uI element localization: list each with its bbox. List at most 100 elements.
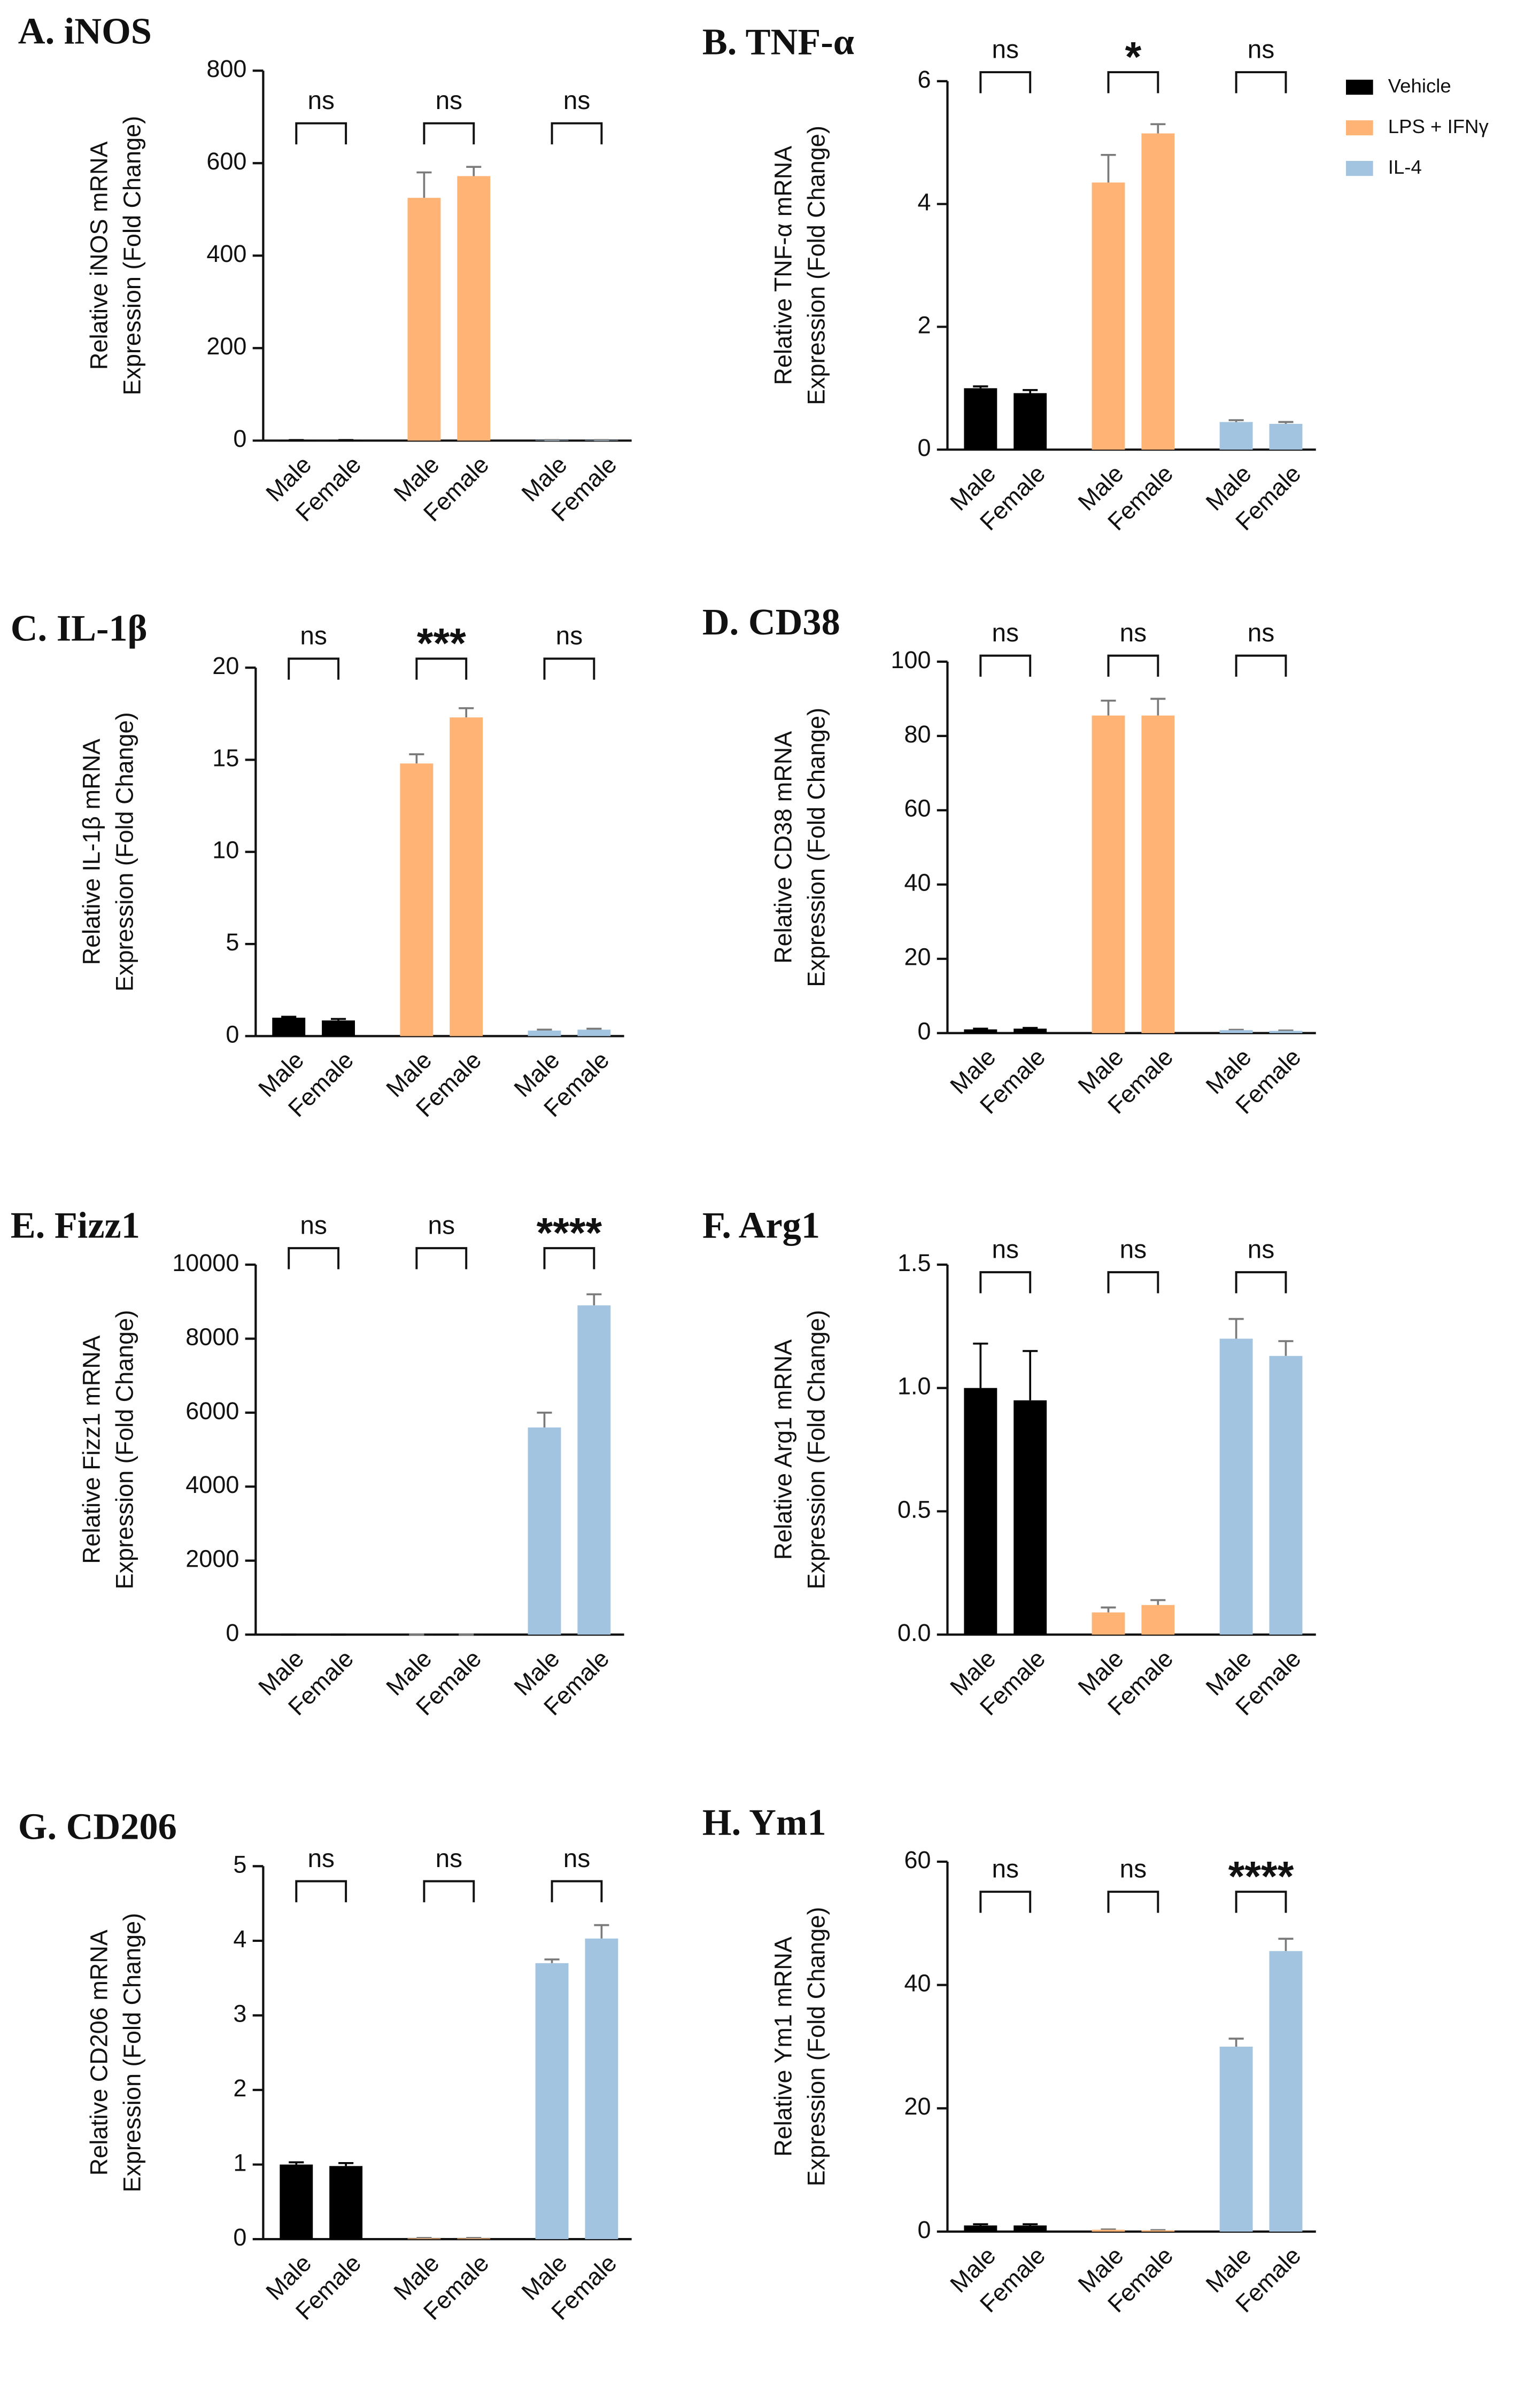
y-tick-label: 0 [233, 425, 246, 452]
bar [1219, 422, 1253, 450]
significance-label: ns [307, 87, 335, 115]
panel-title: F. Arg1 [702, 1204, 820, 1246]
y-tick-label: 4 [233, 1925, 246, 1953]
bar [964, 1029, 997, 1033]
y-axis-label: Relative CD38 mRNA [770, 731, 797, 964]
y-tick-label: 0 [917, 1018, 931, 1045]
panel: F. Arg1 Relative Arg1 mRNA Expression (Fol… [702, 1204, 1316, 1721]
y-tick-label: 10 [212, 837, 239, 864]
legend-swatch [1346, 80, 1373, 95]
significance-bracket [1107, 654, 1159, 677]
significance-label: ns [992, 1855, 1019, 1883]
y-tick-label: 1 [233, 2149, 246, 2176]
y-axis-label: Relative iNOS mRNA [85, 141, 112, 370]
y-axis-label: Expression (Fold Change) [118, 116, 145, 396]
panel-title: G. CD206 [18, 1806, 177, 1848]
bar [535, 1963, 569, 2240]
bar [1269, 1356, 1303, 1635]
y-tick-label: 0.0 [897, 1619, 931, 1646]
significance-label: ns [992, 35, 1019, 64]
panel: A. iNOS Relative iNOS mRNA Expression (Fol… [18, 11, 632, 526]
y-tick-label: 40 [904, 869, 931, 896]
bar [1269, 423, 1303, 450]
bar [1092, 715, 1125, 1033]
y-tick-label: 6000 [185, 1397, 239, 1424]
significance-label: * [1125, 33, 1142, 80]
significance-label: *** [417, 620, 466, 667]
bar [1219, 1030, 1253, 1033]
panel: C. IL-1β Relative IL-1β mRNA Expression (F… [11, 607, 624, 1122]
y-tick-label: 2 [233, 2074, 246, 2102]
bar [329, 2166, 363, 2240]
bar [1141, 133, 1175, 450]
y-axis-label: Expression (Fold Change) [111, 712, 138, 992]
y-tick-label: 400 [206, 240, 246, 267]
significance-bracket [1235, 71, 1287, 94]
bar [1219, 1338, 1253, 1635]
legend-swatch [1346, 120, 1373, 136]
significance-label: ns [563, 1845, 591, 1873]
significance-bracket [979, 1271, 1032, 1294]
significance-label: ns [1120, 619, 1147, 647]
y-tick-label: 2 [917, 311, 931, 338]
significance-label: ns [1120, 1235, 1147, 1264]
y-tick-label: 0 [226, 1619, 239, 1646]
y-tick-label: 60 [904, 795, 931, 822]
y-axis-label: Expression (Fold Change) [802, 1310, 830, 1590]
bar [1013, 1400, 1047, 1635]
panel: B. TNF-α Relative TNF-α mRNA Expression (F… [702, 21, 1489, 536]
significance-label: ns [1248, 35, 1275, 64]
y-tick-label: 1.0 [897, 1373, 931, 1400]
y-tick-label: 60 [904, 1846, 931, 1873]
bar [1269, 1031, 1303, 1033]
significance-bracket [1235, 1891, 1287, 1913]
significance-bracket [415, 1247, 468, 1269]
significance-bracket [288, 657, 340, 680]
significance-label: ns [300, 622, 327, 650]
bar [964, 1388, 997, 1635]
bar [280, 2164, 313, 2240]
bar [1013, 393, 1047, 450]
significance-label: ns [1120, 1855, 1147, 1883]
y-tick-label: 0 [226, 1020, 239, 1048]
panel: E. Fizz1 Relative Fizz1 mRNA Expression (F… [11, 1204, 624, 1721]
panel-title: A. iNOS [18, 11, 152, 52]
y-tick-label: 800 [206, 55, 246, 82]
bar [577, 1029, 611, 1036]
significance-bracket [288, 1247, 340, 1269]
significance-bracket [1107, 1271, 1159, 1294]
bar [1219, 2046, 1253, 2232]
y-axis-label: Expression (Fold Change) [118, 1913, 145, 2193]
bar [585, 1938, 618, 2240]
legend-label: LPS + IFNγ [1388, 115, 1489, 137]
significance-bracket [551, 1880, 603, 1902]
bar [1013, 2225, 1047, 2232]
bar [528, 1427, 561, 1635]
y-axis-label: Relative TNF-α mRNA [770, 146, 797, 385]
bar [272, 1017, 306, 1036]
bar [450, 717, 483, 1036]
y-axis-label: Relative CD206 mRNA [85, 1930, 112, 2175]
significance-label: ns [1248, 619, 1275, 647]
bar [1141, 715, 1175, 1033]
bar [1269, 1951, 1303, 2232]
y-tick-label: 100 [891, 646, 931, 673]
y-axis-label: Expression (Fold Change) [802, 708, 830, 987]
y-tick-label: 80 [904, 721, 931, 748]
panel-title: E. Fizz1 [11, 1204, 140, 1246]
significance-label: **** [537, 1209, 602, 1256]
significance-label: ns [428, 1211, 455, 1240]
significance-label: ns [307, 1845, 335, 1873]
bar [322, 1020, 355, 1036]
significance-bracket [295, 1880, 347, 1902]
panel-title: C. IL-1β [11, 607, 148, 649]
y-tick-label: 15 [212, 744, 239, 771]
significance-bracket [1235, 1271, 1287, 1294]
y-tick-label: 20 [904, 2093, 931, 2120]
y-tick-label: 0 [917, 2216, 931, 2243]
bar [964, 2225, 997, 2232]
significance-bracket [979, 1891, 1032, 1913]
panel-title: D. CD38 [702, 601, 840, 643]
significance-label: ns [992, 1235, 1019, 1264]
y-tick-label: 0 [917, 434, 931, 461]
